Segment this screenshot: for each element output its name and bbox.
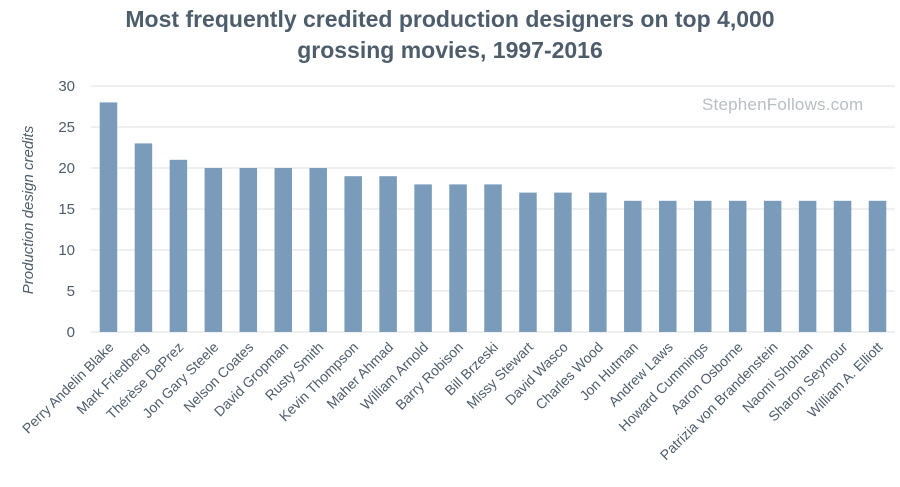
chart-title-line-2: grossing movies, 1997-2016 xyxy=(297,37,603,63)
y-tick-label: 10 xyxy=(58,242,75,259)
chart-title-line-1: Most frequently credited production desi… xyxy=(125,6,775,32)
bars xyxy=(99,102,887,333)
y-tick-label: 20 xyxy=(58,160,75,177)
bar xyxy=(728,200,747,332)
bar xyxy=(798,200,817,332)
bar xyxy=(239,168,258,332)
y-tick-label: 15 xyxy=(58,201,75,218)
bar xyxy=(204,168,223,332)
bar xyxy=(484,184,502,332)
y-tick-label: 5 xyxy=(67,283,75,300)
bar xyxy=(99,102,118,333)
bar xyxy=(449,184,467,332)
bar xyxy=(624,200,642,332)
y-axis-title: Production design credits xyxy=(20,125,37,294)
bar xyxy=(169,159,188,332)
y-axis-ticks: 0 5 10 15 20 25 30 xyxy=(58,78,75,341)
y-tick-label: 30 xyxy=(58,78,75,95)
chart-title: Most frequently credited production desi… xyxy=(0,4,900,66)
bar xyxy=(344,176,362,332)
bar xyxy=(554,192,572,332)
bar xyxy=(379,176,397,332)
watermark: StephenFollows.com xyxy=(702,95,864,114)
bar xyxy=(763,200,782,332)
bar xyxy=(693,200,712,332)
bar xyxy=(134,143,153,332)
bar xyxy=(659,200,677,332)
bar xyxy=(868,200,887,332)
bar xyxy=(833,200,852,332)
bar xyxy=(519,192,537,332)
bar xyxy=(274,168,293,332)
bar xyxy=(414,184,432,332)
y-tick-label: 0 xyxy=(67,324,75,341)
bar xyxy=(309,168,327,332)
bar xyxy=(589,192,607,332)
y-tick-label: 25 xyxy=(58,119,75,136)
